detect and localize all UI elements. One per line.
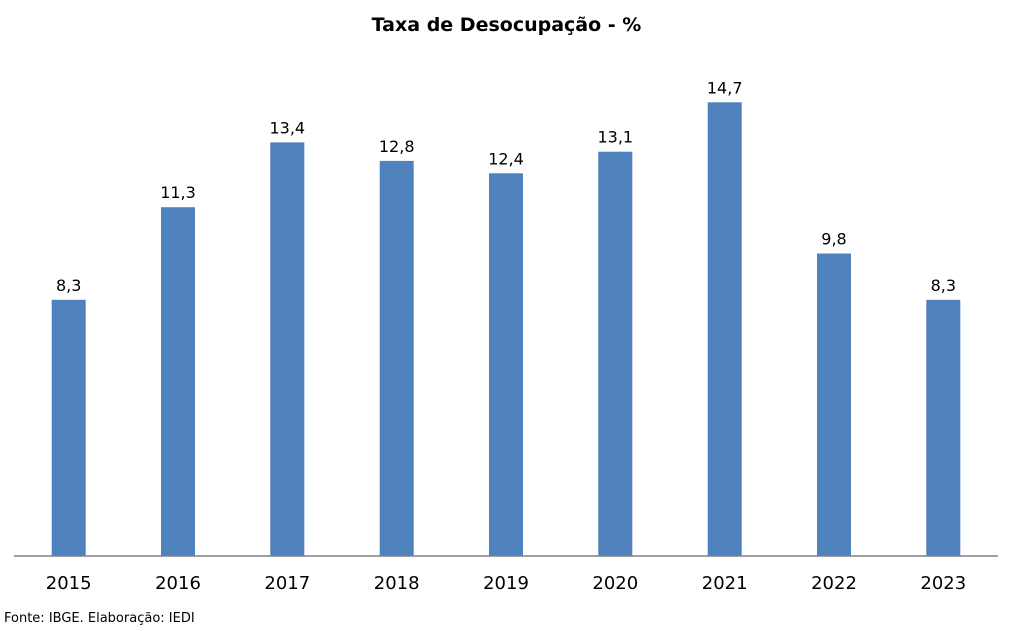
bar-2015 xyxy=(51,299,86,556)
x-tick-label-2017: 2017 xyxy=(264,573,310,594)
chart-title: Taxa de Desocupação - % xyxy=(371,14,642,36)
source-note: Fonte: IBGE. Elaboração: IEDI xyxy=(4,611,195,626)
data-label-2018: 12,8 xyxy=(379,137,415,156)
x-axis: 2015 2016 2017 2018 2019 2020 2021 2022 2023 xyxy=(14,555,998,594)
bar-2016 xyxy=(161,207,195,556)
x-tick-label-2015: 2015 xyxy=(46,573,92,594)
bar-2023 xyxy=(926,299,961,556)
data-labels-layer: 8,3 11,3 13,4 12,8 12,4 13,1 14,7 9,8 8,3 xyxy=(56,78,956,294)
data-label-2017: 13,4 xyxy=(269,118,305,137)
bar-2017 xyxy=(270,142,305,556)
x-tick-label-2016: 2016 xyxy=(155,573,201,594)
bar-2020 xyxy=(598,151,633,556)
x-tick-label-2023: 2023 xyxy=(920,573,966,594)
data-label-2021: 14,7 xyxy=(707,78,743,97)
data-label-2016: 11,3 xyxy=(160,183,196,202)
data-label-2015: 8,3 xyxy=(56,276,81,295)
data-label-2020: 13,1 xyxy=(597,128,633,147)
bar-2021 xyxy=(707,102,742,557)
x-tick-label-2021: 2021 xyxy=(702,573,748,594)
bars-layer xyxy=(51,102,961,557)
data-label-2022: 9,8 xyxy=(821,230,846,249)
bar-2019 xyxy=(489,173,523,557)
x-tick-label-2018: 2018 xyxy=(374,573,420,594)
x-tick-label-2020: 2020 xyxy=(592,573,638,594)
x-tick-label-2022: 2022 xyxy=(811,573,857,594)
x-tick-label-2019: 2019 xyxy=(483,573,529,594)
data-label-2023: 8,3 xyxy=(931,276,956,295)
data-label-2019: 12,4 xyxy=(488,149,524,168)
bar-2018 xyxy=(379,160,414,556)
bar-2022 xyxy=(817,253,851,556)
